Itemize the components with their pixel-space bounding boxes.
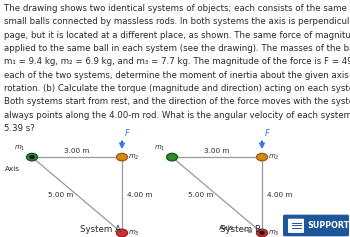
Text: each of the two systems, determine the moment of inertia about the given axis of: each of the two systems, determine the m… [4, 71, 350, 80]
Text: Axis: Axis [5, 166, 20, 172]
Text: $m_2$: $m_2$ [268, 152, 280, 162]
Text: 5.00 m: 5.00 m [188, 192, 213, 198]
Circle shape [30, 156, 34, 159]
Text: System B: System B [219, 225, 260, 234]
Text: $m_1$: $m_1$ [14, 143, 26, 153]
Text: applied to the same ball in each system (see the drawing). The masses of the bal: applied to the same ball in each system … [4, 44, 350, 53]
Circle shape [260, 232, 264, 234]
Text: $m_3$: $m_3$ [128, 228, 140, 237]
Circle shape [167, 153, 177, 161]
Text: SUPPORT: SUPPORT [307, 221, 349, 230]
Text: Axis: Axis [219, 224, 234, 231]
Text: 5.39 s?: 5.39 s? [4, 124, 35, 133]
Text: $m_3$: $m_3$ [268, 228, 280, 237]
Text: The drawing shows two identical systems of objects; each consists of the same th: The drawing shows two identical systems … [4, 4, 350, 13]
Circle shape [257, 229, 267, 237]
Text: Both systems start from rest, and the direction of the force moves with the syst: Both systems start from rest, and the di… [4, 97, 350, 106]
Text: 3.00 m: 3.00 m [204, 148, 230, 154]
Text: rotation. (b) Calculate the torque (magnitude and direction) acting on each syst: rotation. (b) Calculate the torque (magn… [4, 84, 350, 93]
Text: $F$: $F$ [265, 127, 271, 138]
FancyBboxPatch shape [288, 219, 304, 233]
Text: m₁ = 9.4 kg, m₂ = 6.9 kg, and m₃ = 7.7 kg. The magnitude of the force is F = 495: m₁ = 9.4 kg, m₂ = 6.9 kg, and m₃ = 7.7 k… [4, 57, 350, 66]
Text: 3.00 m: 3.00 m [64, 148, 90, 154]
Text: $F$: $F$ [125, 127, 131, 138]
Circle shape [257, 153, 267, 161]
Text: $m_1$: $m_1$ [154, 143, 166, 153]
Text: always points along the 4.00-m rod. What is the angular velocity of each system : always points along the 4.00-m rod. What… [4, 111, 350, 120]
Text: 5.00 m: 5.00 m [48, 192, 73, 198]
Circle shape [27, 153, 37, 161]
FancyBboxPatch shape [283, 215, 349, 236]
Text: small balls connected by massless rods. In both systems the axis is perpendicula: small balls connected by massless rods. … [4, 18, 350, 27]
Text: $m_2$: $m_2$ [128, 152, 140, 162]
Text: System A: System A [79, 225, 120, 234]
Text: 4.00 m: 4.00 m [127, 192, 152, 198]
Circle shape [117, 229, 127, 237]
Text: 4.00 m: 4.00 m [267, 192, 292, 198]
Circle shape [117, 153, 127, 161]
Text: page, but it is located at a different place, as shown. The same force of magnit: page, but it is located at a different p… [4, 31, 350, 40]
